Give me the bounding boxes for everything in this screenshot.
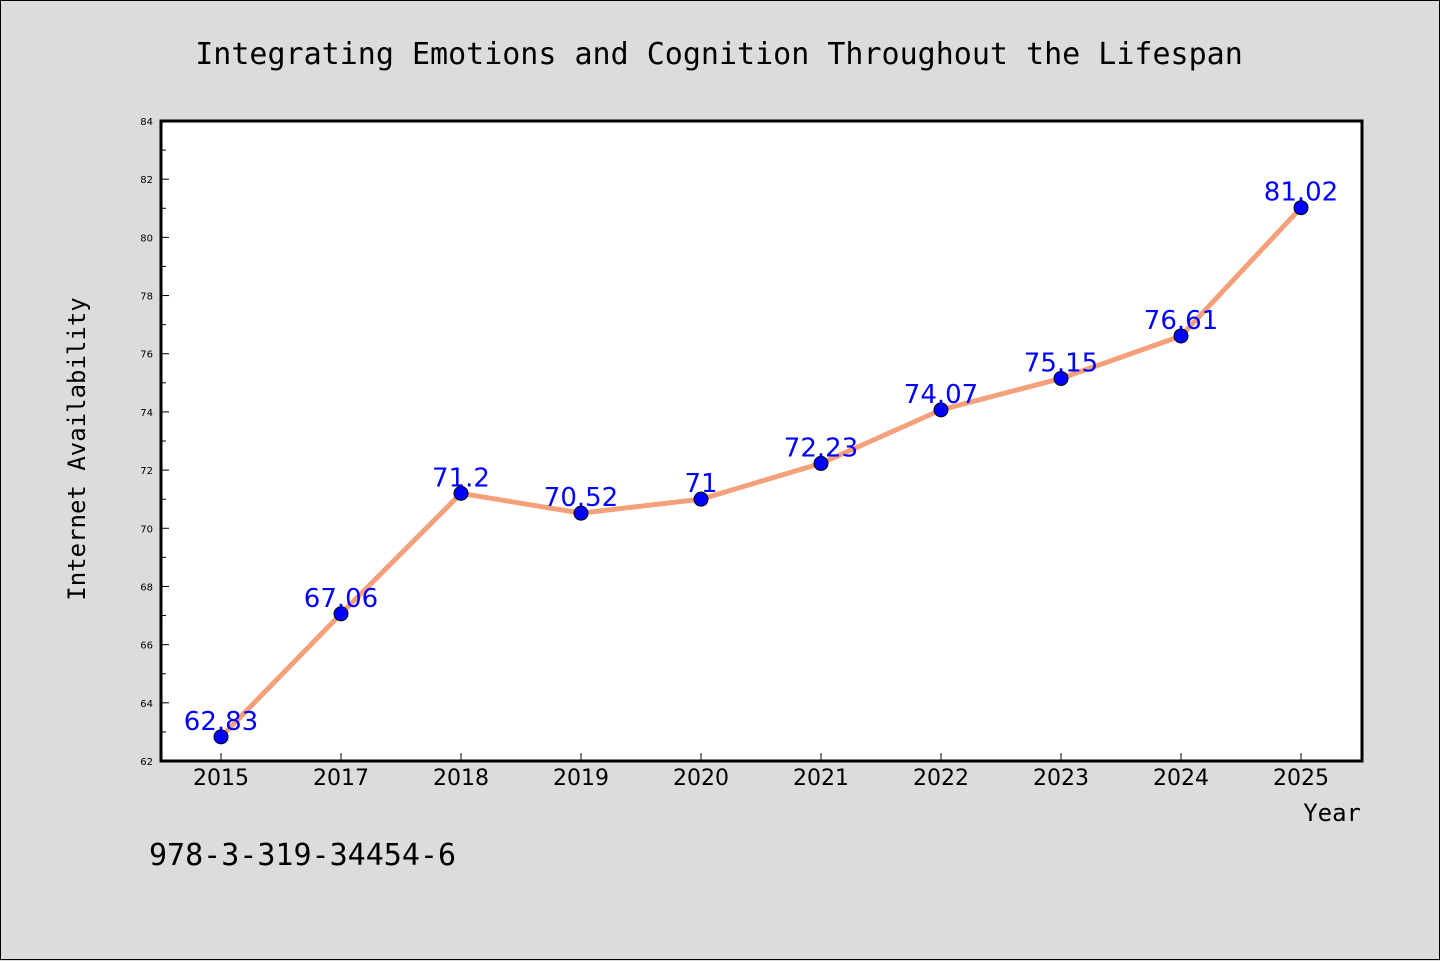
x-tick-label: 2021 <box>793 766 849 791</box>
y-tick-label: 84 <box>140 117 153 128</box>
data-point <box>813 455 829 471</box>
x-tick-label: 2025 <box>1273 766 1329 791</box>
data-label: 74.07 <box>904 380 978 410</box>
y-tick-label: 78 <box>140 292 153 303</box>
x-tick-label: 2024 <box>1153 766 1209 791</box>
y-tick-label: 72 <box>140 466 153 477</box>
data-point <box>1293 200 1309 216</box>
y-tick-label: 74 <box>140 408 153 419</box>
data-label: 71 <box>684 469 717 499</box>
isbn-text: 978-3-319-34454-6 <box>149 838 456 873</box>
data-label: 81.02 <box>1264 178 1338 208</box>
data-labels: 62.83 67.06 71.2 70.52 71 72.23 74.07 75.15 76.6… <box>184 178 1338 737</box>
x-tick-label: 2015 <box>193 766 249 791</box>
data-point <box>453 485 469 501</box>
y-tick-label: 68 <box>140 582 153 593</box>
series-line <box>218 205 1304 740</box>
x-axis-label: Year <box>1303 799 1361 827</box>
x-tick-label: 2022 <box>913 766 969 791</box>
data-point <box>213 729 229 745</box>
data-label: 72.23 <box>784 433 858 463</box>
y-tick-label: 76 <box>140 350 153 361</box>
data-label: 71.2 <box>432 463 490 493</box>
data-label: 75.15 <box>1024 348 1098 378</box>
data-point <box>1053 370 1069 386</box>
y-tick-label: 80 <box>140 233 153 244</box>
chart-title: Integrating Emotions and Cognition Throu… <box>195 37 1243 72</box>
data-point <box>1173 328 1189 344</box>
x-tick-label: 2019 <box>553 766 609 791</box>
x-axis: 2015 2017 2018 2019 2020 2021 2022 2023 2024 2025 <box>193 753 1329 791</box>
data-point <box>693 491 709 507</box>
y-axis: 62 64 66 68 70 72 74 76 78 80 82 84 <box>140 117 169 768</box>
data-point <box>573 505 589 521</box>
data-label: 70.52 <box>544 483 618 513</box>
y-tick-label: 70 <box>140 524 153 535</box>
x-tick-label: 2017 <box>313 766 369 791</box>
data-point <box>333 606 349 622</box>
y-axis-label: Internet Availability <box>63 297 91 600</box>
x-tick-label: 2020 <box>673 766 729 791</box>
x-tick-label: 2018 <box>433 766 489 791</box>
y-tick-label: 66 <box>140 641 153 652</box>
data-label: 76.61 <box>1144 306 1218 336</box>
data-label: 62.83 <box>184 707 258 737</box>
y-tick-label: 82 <box>140 175 153 186</box>
y-tick-label: 64 <box>140 699 153 710</box>
data-label: 67.06 <box>304 584 378 614</box>
plot-area <box>159 119 1364 763</box>
y-tick-label: 62 <box>140 757 153 768</box>
data-point <box>933 402 949 418</box>
x-tick-label: 2023 <box>1033 766 1089 791</box>
series-markers <box>213 200 1309 745</box>
